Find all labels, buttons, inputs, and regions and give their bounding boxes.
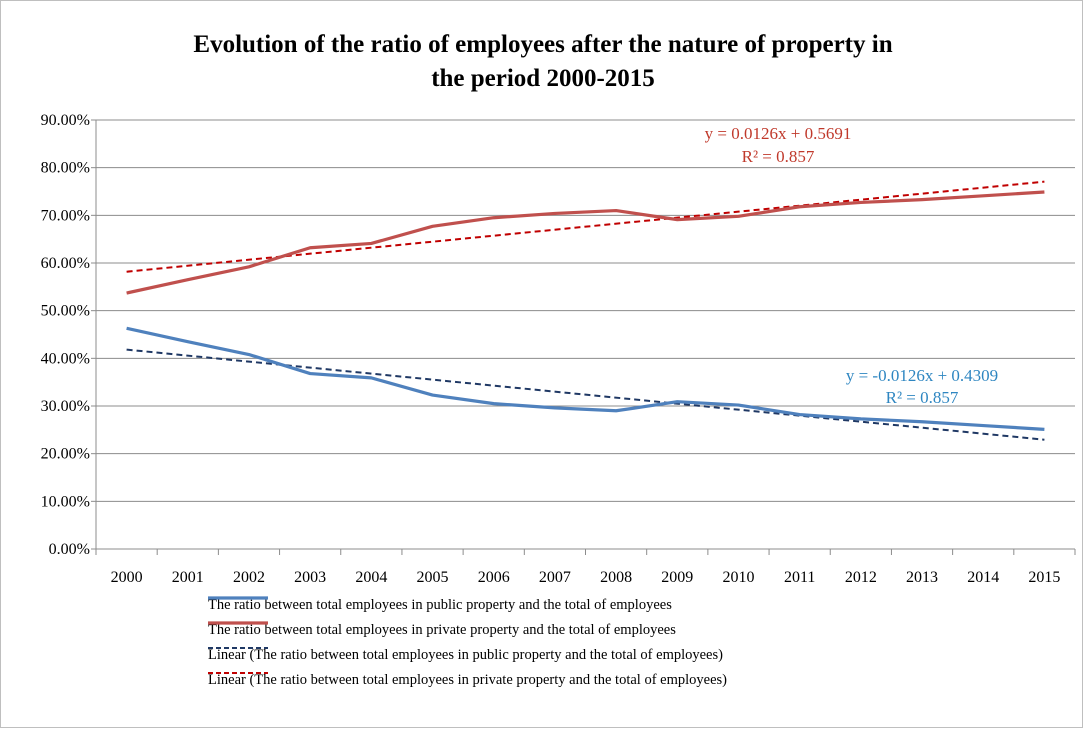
public-trend-r2: R² = 0.857 <box>886 388 959 407</box>
x-tick-label: 2011 <box>784 569 815 586</box>
x-tick-label: 2013 <box>906 569 938 586</box>
legend-label: Linear (The ratio between total employee… <box>208 647 723 663</box>
private-trend-r2: R² = 0.857 <box>742 147 815 166</box>
x-tick-label: 2012 <box>845 569 877 586</box>
legend-swatch <box>208 596 268 600</box>
y-tick-label: 50.00% <box>41 303 90 320</box>
x-tick-label: 2015 <box>1028 569 1060 586</box>
series-line-1 <box>126 190 1045 295</box>
x-tick-labels: 2000 2001 2002 2003 2004 2005 2006 2007 2008 2009… <box>111 569 1061 586</box>
y-tick-label: 0.00% <box>49 541 90 558</box>
y-tick-label: 20.00% <box>41 446 90 463</box>
y-tick-label: 30.00% <box>41 398 90 415</box>
legend-swatch <box>208 621 268 625</box>
x-tick-label: 2006 <box>478 569 510 586</box>
legend-item: The ratio between total employees in pub… <box>208 593 727 618</box>
chart-title: Evolution of the ratio of employees afte… <box>0 28 1086 96</box>
x-tick-label: 2004 <box>355 569 387 586</box>
y-tick-label: 10.00% <box>41 493 90 510</box>
legend-swatch <box>208 647 268 649</box>
x-tick-label: 2001 <box>172 569 204 586</box>
y-tick-labels: 0.00% 10.00% 20.00% 30.00% 40.00% 50.00% 60.00… <box>41 112 90 558</box>
x-tick-label: 2008 <box>600 569 632 586</box>
axes <box>91 119 1076 555</box>
legend-item: The ratio between total employees in pri… <box>208 618 727 643</box>
public-trend-equation: y = -0.0126x + 0.4309 <box>846 366 998 385</box>
y-tick-label: 90.00% <box>41 112 90 129</box>
y-tick-label: 60.00% <box>41 255 90 272</box>
x-tick-label: 2003 <box>294 569 326 586</box>
x-tick-label: 2009 <box>661 569 693 586</box>
x-tick-label: 2005 <box>417 569 449 586</box>
x-tick-label: 2002 <box>233 569 265 586</box>
legend-label: The ratio between total employees in pub… <box>208 597 672 613</box>
series-line-0 <box>126 326 1045 431</box>
trendline-3 <box>126 180 1045 273</box>
y-tick-label: 70.00% <box>41 207 90 224</box>
x-tick-label: 2010 <box>722 569 754 586</box>
legend-item: Linear (The ratio between total employee… <box>208 643 727 668</box>
legend-label: Linear (The ratio between total employee… <box>208 672 727 688</box>
legend-swatch <box>208 672 268 674</box>
legend-label: The ratio between total employees in pri… <box>208 622 676 638</box>
gridlines <box>96 119 1075 502</box>
private-trend-equation: y = 0.0126x + 0.5691 <box>705 124 852 143</box>
y-tick-label: 80.00% <box>41 160 90 177</box>
series-lines <box>126 190 1045 431</box>
x-tick-label: 2000 <box>111 569 143 586</box>
x-tick-label: 2007 <box>539 569 571 586</box>
x-tick-label: 2014 <box>967 569 999 586</box>
chart-title-line-1: Evolution of the ratio of employees afte… <box>193 31 893 58</box>
y-tick-label: 40.00% <box>41 350 90 367</box>
legend-item: Linear (The ratio between total employee… <box>208 668 727 693</box>
legend: The ratio between total employees in pub… <box>208 593 727 693</box>
chart-title-line-2: the period 2000-2015 <box>431 65 655 92</box>
